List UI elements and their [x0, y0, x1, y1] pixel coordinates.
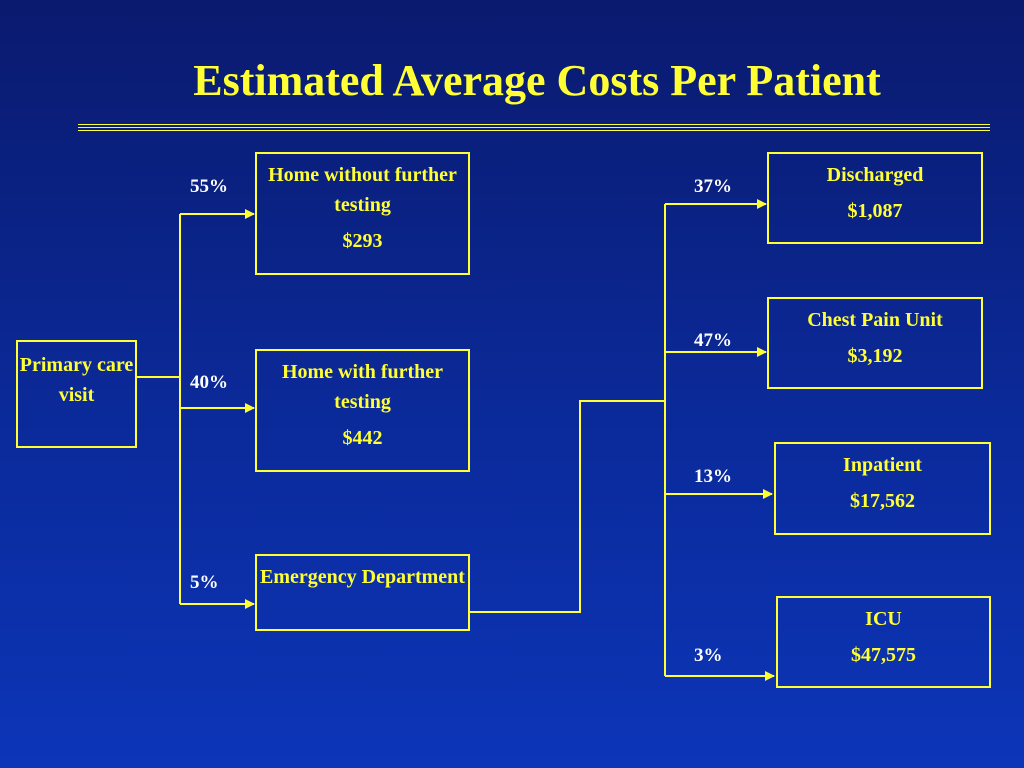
title-underline-1 — [78, 124, 990, 125]
node-home-with-label: Home with further testing — [281, 361, 444, 413]
pct-icu: 3% — [694, 645, 723, 666]
node-home-without-cost: $293 — [342, 230, 383, 252]
title-underline-3 — [78, 130, 990, 131]
node-home-with-testing: Home with further testing $442 — [255, 349, 470, 472]
node-home-without-testing: Home without further testing $293 — [255, 152, 470, 275]
pct-home-with: 40% — [190, 372, 228, 393]
node-icu: ICU $47,575 — [776, 596, 991, 688]
pct-ed: 5% — [190, 572, 219, 593]
title-underline-2 — [78, 127, 990, 128]
node-emergency-department: Emergency Department — [255, 554, 470, 631]
pct-home-without: 55% — [190, 176, 228, 197]
node-chest-pain-label: Chest Pain Unit — [807, 309, 943, 331]
node-discharged-label: Discharged — [826, 164, 924, 186]
node-inpatient-cost: $17,562 — [850, 490, 915, 512]
node-icu-cost: $47,575 — [851, 644, 916, 666]
pct-discharged: 37% — [694, 176, 732, 197]
pct-inpatient: 13% — [694, 466, 732, 487]
node-discharged: Discharged $1,087 — [767, 152, 983, 244]
node-discharged-cost: $1,087 — [847, 200, 903, 222]
connector-ed-to-right — [470, 400, 665, 613]
node-inpatient: Inpatient $17,562 — [774, 442, 991, 535]
node-ed-label: Emergency Department — [260, 566, 465, 588]
pct-chest-pain: 47% — [694, 330, 732, 351]
node-primary-label: Primary care visit — [19, 354, 134, 406]
node-inpatient-label: Inpatient — [843, 454, 922, 476]
node-home-without-label: Home without further testing — [268, 164, 457, 216]
node-chest-pain-cost: $3,192 — [847, 345, 903, 367]
node-home-with-cost: $442 — [342, 427, 383, 449]
node-primary-care-visit: Primary care visit — [16, 340, 137, 448]
node-chest-pain-unit: Chest Pain Unit $3,192 — [767, 297, 983, 389]
node-icu-label: ICU — [865, 608, 902, 630]
page-title: Estimated Average Costs Per Patient — [193, 56, 881, 105]
